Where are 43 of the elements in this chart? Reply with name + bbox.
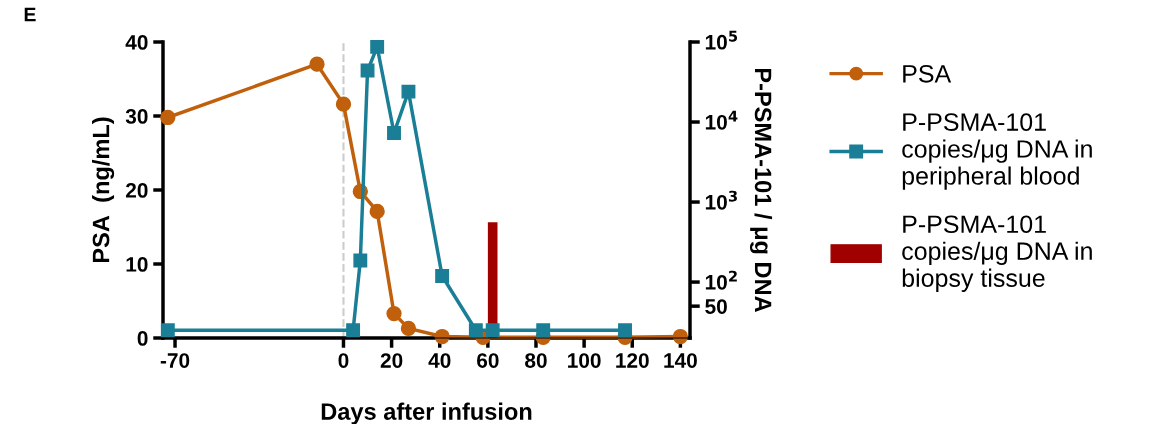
legend-label: P-PSMA-101 copies/μg DNA in peripheral blood xyxy=(902,113,1092,190)
y2-axis-title: P-PSMA-101 / μg DNA xyxy=(749,68,773,313)
y2-tick-label: 10$^{2}$ xyxy=(705,270,737,290)
point xyxy=(353,253,368,268)
text: E xyxy=(24,7,36,22)
point xyxy=(400,320,417,337)
x-tick-label: 80 xyxy=(525,353,547,368)
x-tick-label: 0 xyxy=(338,353,349,368)
y-tick-label: 10 xyxy=(126,257,148,272)
y2-tick-label: 10$^{4}$ xyxy=(705,110,738,130)
y-tick-label: 30 xyxy=(125,109,148,124)
x-tick-label: -70 xyxy=(160,353,190,368)
x-tick-label: 20 xyxy=(380,353,403,368)
y-tick-label: 0 xyxy=(137,331,148,346)
point xyxy=(369,203,385,220)
point xyxy=(536,323,551,338)
legend-label: P-PSMA-101 copies/μg DNA in biopsy tissue xyxy=(902,215,1092,292)
y2-tick-label: 10$^{5}$ xyxy=(705,30,738,50)
x-tick-label: 60 xyxy=(477,353,499,368)
point xyxy=(435,269,450,283)
point xyxy=(160,323,175,338)
y-axis-title: PSA (ng/mL) xyxy=(92,117,115,263)
x-axis-title: Days after infusion xyxy=(321,402,532,424)
point xyxy=(160,109,176,126)
point xyxy=(387,126,401,140)
point xyxy=(618,323,632,338)
legend-label: PSA xyxy=(903,64,952,83)
x-tick-label: 40 xyxy=(428,353,451,368)
point xyxy=(401,84,416,99)
y-tick-label: 20 xyxy=(125,183,148,198)
y2-tick-label: 10$^{3}$ xyxy=(705,190,737,210)
point xyxy=(346,323,361,338)
y2-tick-label: 50 xyxy=(705,299,727,314)
point xyxy=(485,323,500,338)
point xyxy=(370,39,385,54)
x-tick-label: 140 xyxy=(664,353,697,368)
point xyxy=(468,323,483,338)
point xyxy=(309,56,325,72)
y-tick-label: 40 xyxy=(125,35,148,50)
point xyxy=(335,96,352,112)
x-tick-label: 100 xyxy=(568,353,601,368)
x-tick-label: 120 xyxy=(616,353,649,368)
point xyxy=(386,305,402,322)
